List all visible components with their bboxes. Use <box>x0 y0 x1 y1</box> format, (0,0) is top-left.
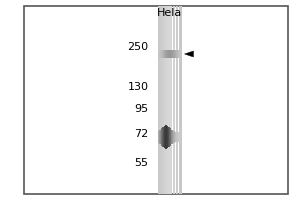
Bar <box>169 50 170 58</box>
Bar <box>180 132 181 142</box>
Bar <box>172 130 173 144</box>
Bar <box>165 6 166 194</box>
Bar <box>179 132 180 142</box>
Bar <box>171 6 172 194</box>
Bar <box>159 6 160 194</box>
Bar <box>167 6 168 194</box>
Bar <box>173 50 174 58</box>
Bar <box>164 6 165 194</box>
Bar <box>161 6 162 194</box>
Bar <box>172 6 173 194</box>
Text: Hela: Hela <box>157 8 182 18</box>
Bar <box>164 126 165 148</box>
Bar <box>181 132 182 142</box>
Bar <box>169 6 170 194</box>
Bar <box>160 6 161 194</box>
Text: 130: 130 <box>128 82 148 92</box>
Bar <box>173 131 174 143</box>
Text: 95: 95 <box>134 104 148 114</box>
Bar <box>179 50 180 58</box>
Bar <box>162 6 163 194</box>
Bar <box>161 50 162 58</box>
Bar <box>163 6 164 194</box>
Bar <box>163 127 164 147</box>
Bar <box>170 128 171 146</box>
Bar <box>160 50 161 58</box>
Bar <box>178 6 179 194</box>
Bar <box>167 126 168 148</box>
Bar <box>170 50 171 58</box>
Bar <box>178 50 179 58</box>
Bar <box>158 6 159 194</box>
Text: 55: 55 <box>134 158 148 168</box>
Bar <box>168 50 169 58</box>
Bar <box>165 125 166 149</box>
Bar <box>181 50 182 58</box>
Bar <box>169 127 170 147</box>
Bar <box>173 6 174 194</box>
Bar <box>177 50 178 58</box>
Bar <box>178 132 179 142</box>
Bar <box>177 132 178 142</box>
Bar <box>171 50 172 58</box>
Bar <box>174 6 175 194</box>
Bar <box>163 50 164 58</box>
Bar <box>168 127 169 147</box>
Text: 250: 250 <box>128 42 148 52</box>
Bar <box>175 132 176 142</box>
Bar <box>158 131 159 143</box>
Bar <box>160 129 161 145</box>
Bar <box>174 131 175 143</box>
Bar <box>159 50 160 58</box>
Bar <box>161 128 162 146</box>
Bar <box>180 6 181 194</box>
Bar <box>177 6 178 194</box>
Bar <box>174 50 175 58</box>
Bar <box>167 50 168 58</box>
Bar <box>171 129 172 145</box>
Bar <box>181 6 182 194</box>
Bar <box>158 50 159 58</box>
Polygon shape <box>184 51 194 57</box>
Bar <box>175 50 176 58</box>
Bar <box>159 130 160 144</box>
Bar <box>165 50 166 58</box>
Bar <box>179 6 180 194</box>
Bar <box>176 132 177 142</box>
Bar <box>166 50 167 58</box>
Bar <box>162 50 163 58</box>
Bar <box>180 50 181 58</box>
Bar <box>162 127 163 147</box>
Text: 72: 72 <box>134 129 148 139</box>
Bar <box>24 6 288 194</box>
Bar <box>168 6 169 194</box>
Bar <box>166 125 167 149</box>
Bar <box>176 6 177 194</box>
Bar <box>160 130 161 144</box>
Bar <box>164 50 165 58</box>
Bar <box>176 50 177 58</box>
Bar <box>172 50 173 58</box>
Bar <box>160 50 161 58</box>
Bar <box>170 6 171 194</box>
